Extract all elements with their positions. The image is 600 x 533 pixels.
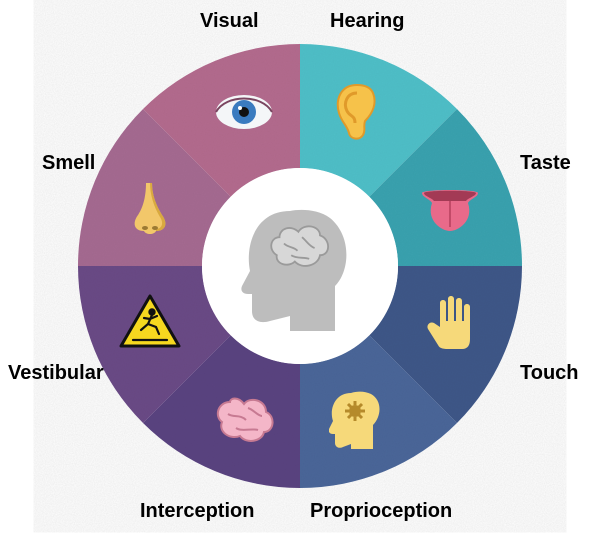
label-taste: Taste [520,152,571,175]
brain-icon [212,396,276,444]
hand-icon [424,293,476,351]
label-smell: Smell [42,152,95,175]
nose-icon [128,181,172,239]
senses-wheel-diagram: Visual Hearing Taste Touch Proprioceptio… [0,0,600,533]
label-interception: Interception [140,500,254,523]
label-touch: Touch [520,362,579,385]
wheel-svg [0,0,600,533]
eye-icon [214,90,274,134]
tongue-icon [418,187,482,233]
label-proprioception: Proprioception [310,500,452,523]
warning-slip-icon [119,294,181,350]
head-brain-icon [241,210,346,331]
head-gear-icon [329,391,383,449]
ear-icon [333,83,379,141]
label-hearing: Hearing [330,10,404,33]
label-visual: Visual [200,10,259,33]
label-vestibular: Vestibular [8,362,104,385]
